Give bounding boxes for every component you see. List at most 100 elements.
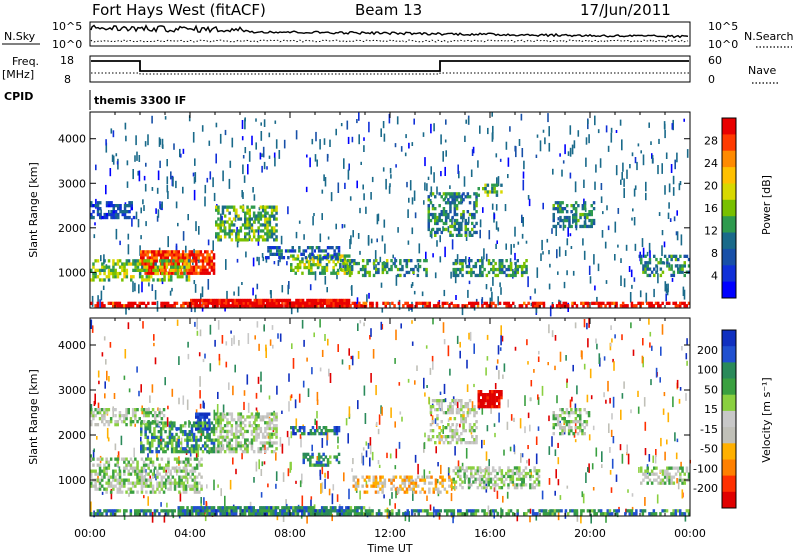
echo-cell bbox=[472, 509, 475, 513]
echo-cell bbox=[109, 417, 113, 421]
echo-cell bbox=[639, 509, 642, 513]
echo-cell bbox=[134, 457, 137, 461]
echo-cell bbox=[96, 512, 100, 516]
echo-cell bbox=[264, 232, 267, 236]
echo-cell bbox=[105, 481, 108, 485]
echo-cell bbox=[223, 229, 227, 233]
echo-cell bbox=[266, 235, 269, 239]
noise-cell bbox=[258, 343, 260, 351]
echo-cell bbox=[96, 268, 100, 272]
echo-cell bbox=[221, 211, 225, 215]
echo-cell bbox=[653, 273, 656, 278]
echo-cell bbox=[363, 478, 367, 482]
noise-cell bbox=[371, 451, 374, 461]
noise-cell bbox=[455, 295, 457, 300]
echo-cell bbox=[123, 414, 126, 418]
noise-cell bbox=[282, 472, 285, 482]
echo-cell bbox=[209, 301, 213, 305]
noise-cell bbox=[503, 363, 506, 372]
echo-cell bbox=[147, 414, 150, 418]
echo-cell bbox=[156, 484, 159, 488]
noise-cell bbox=[381, 235, 384, 242]
noise-cell bbox=[485, 284, 488, 290]
echo-cell bbox=[153, 509, 157, 513]
noise-cell bbox=[652, 455, 654, 463]
echo-cell bbox=[307, 265, 311, 270]
noise-cell bbox=[395, 448, 398, 459]
noise-cell bbox=[370, 238, 373, 244]
noise-cell bbox=[580, 514, 582, 524]
echo-cell bbox=[642, 270, 645, 274]
noise-cell bbox=[217, 484, 219, 488]
noise-cell bbox=[236, 258, 239, 263]
echo-cell bbox=[116, 472, 119, 476]
echo-cell bbox=[114, 262, 117, 266]
noise-cell bbox=[105, 359, 107, 365]
echo-cell bbox=[491, 187, 494, 191]
echo-cell bbox=[219, 509, 222, 513]
echo-cell bbox=[186, 438, 189, 442]
noise-cell bbox=[405, 134, 407, 139]
echo-cell bbox=[291, 246, 294, 250]
echo-cell bbox=[259, 506, 262, 510]
echo-cell bbox=[217, 217, 220, 221]
echo-cell bbox=[270, 205, 274, 209]
echo-cell bbox=[595, 301, 598, 305]
echo-cell bbox=[179, 509, 183, 513]
echo-cell bbox=[361, 267, 365, 272]
echo-cell bbox=[431, 215, 435, 220]
echo-cell bbox=[94, 259, 97, 263]
echo-cell bbox=[346, 264, 350, 269]
echo-cell bbox=[121, 212, 124, 217]
echo-cell bbox=[315, 460, 319, 465]
echo-cell bbox=[443, 301, 447, 305]
echo-cell bbox=[582, 304, 585, 308]
echo-cell bbox=[161, 278, 164, 282]
noise-cell bbox=[337, 445, 339, 449]
echo-cell bbox=[101, 301, 104, 305]
echo-cell bbox=[218, 301, 221, 305]
echo-cell bbox=[460, 227, 463, 232]
echo-cell bbox=[186, 432, 189, 437]
echo-cell bbox=[142, 478, 146, 482]
echo-cell bbox=[164, 430, 167, 434]
echo-cell bbox=[246, 415, 249, 419]
echo-cell bbox=[446, 512, 449, 516]
noise-cell bbox=[599, 158, 602, 168]
echo-cell bbox=[336, 254, 340, 258]
noise-cell bbox=[260, 122, 262, 126]
echo-cell bbox=[292, 512, 295, 516]
echo-cell bbox=[178, 275, 182, 279]
echo-cell bbox=[679, 270, 682, 274]
noise-cell bbox=[433, 172, 435, 183]
echo-cell bbox=[250, 412, 254, 416]
noise-cell bbox=[610, 429, 613, 437]
echo-cell bbox=[431, 212, 435, 217]
echo-cell bbox=[421, 301, 425, 305]
echo-cell bbox=[670, 273, 673, 278]
echo-cell bbox=[310, 304, 313, 308]
echo-cell bbox=[312, 506, 315, 510]
echo-cell bbox=[410, 267, 413, 272]
echo-cell bbox=[201, 430, 205, 434]
noise-cell bbox=[465, 448, 468, 459]
noise-cell bbox=[532, 474, 534, 478]
noise-cell bbox=[447, 418, 450, 422]
echo-cell bbox=[590, 210, 593, 214]
echo-cell bbox=[126, 215, 129, 220]
echo-cell bbox=[130, 275, 133, 279]
noise-cell bbox=[641, 238, 644, 248]
echo-cell bbox=[670, 257, 673, 262]
echo-cell bbox=[208, 271, 211, 275]
echo-cell bbox=[92, 414, 95, 418]
echo-cell bbox=[235, 441, 238, 445]
echo-cell bbox=[342, 509, 346, 513]
echo-cell bbox=[192, 509, 196, 513]
echo-cell bbox=[292, 506, 295, 510]
noise-cell bbox=[467, 216, 470, 224]
noise-cell bbox=[627, 489, 629, 493]
noise-cell bbox=[555, 225, 557, 236]
noise-cell bbox=[158, 247, 161, 251]
echo-cell bbox=[242, 301, 246, 305]
noise-cell bbox=[636, 161, 638, 171]
